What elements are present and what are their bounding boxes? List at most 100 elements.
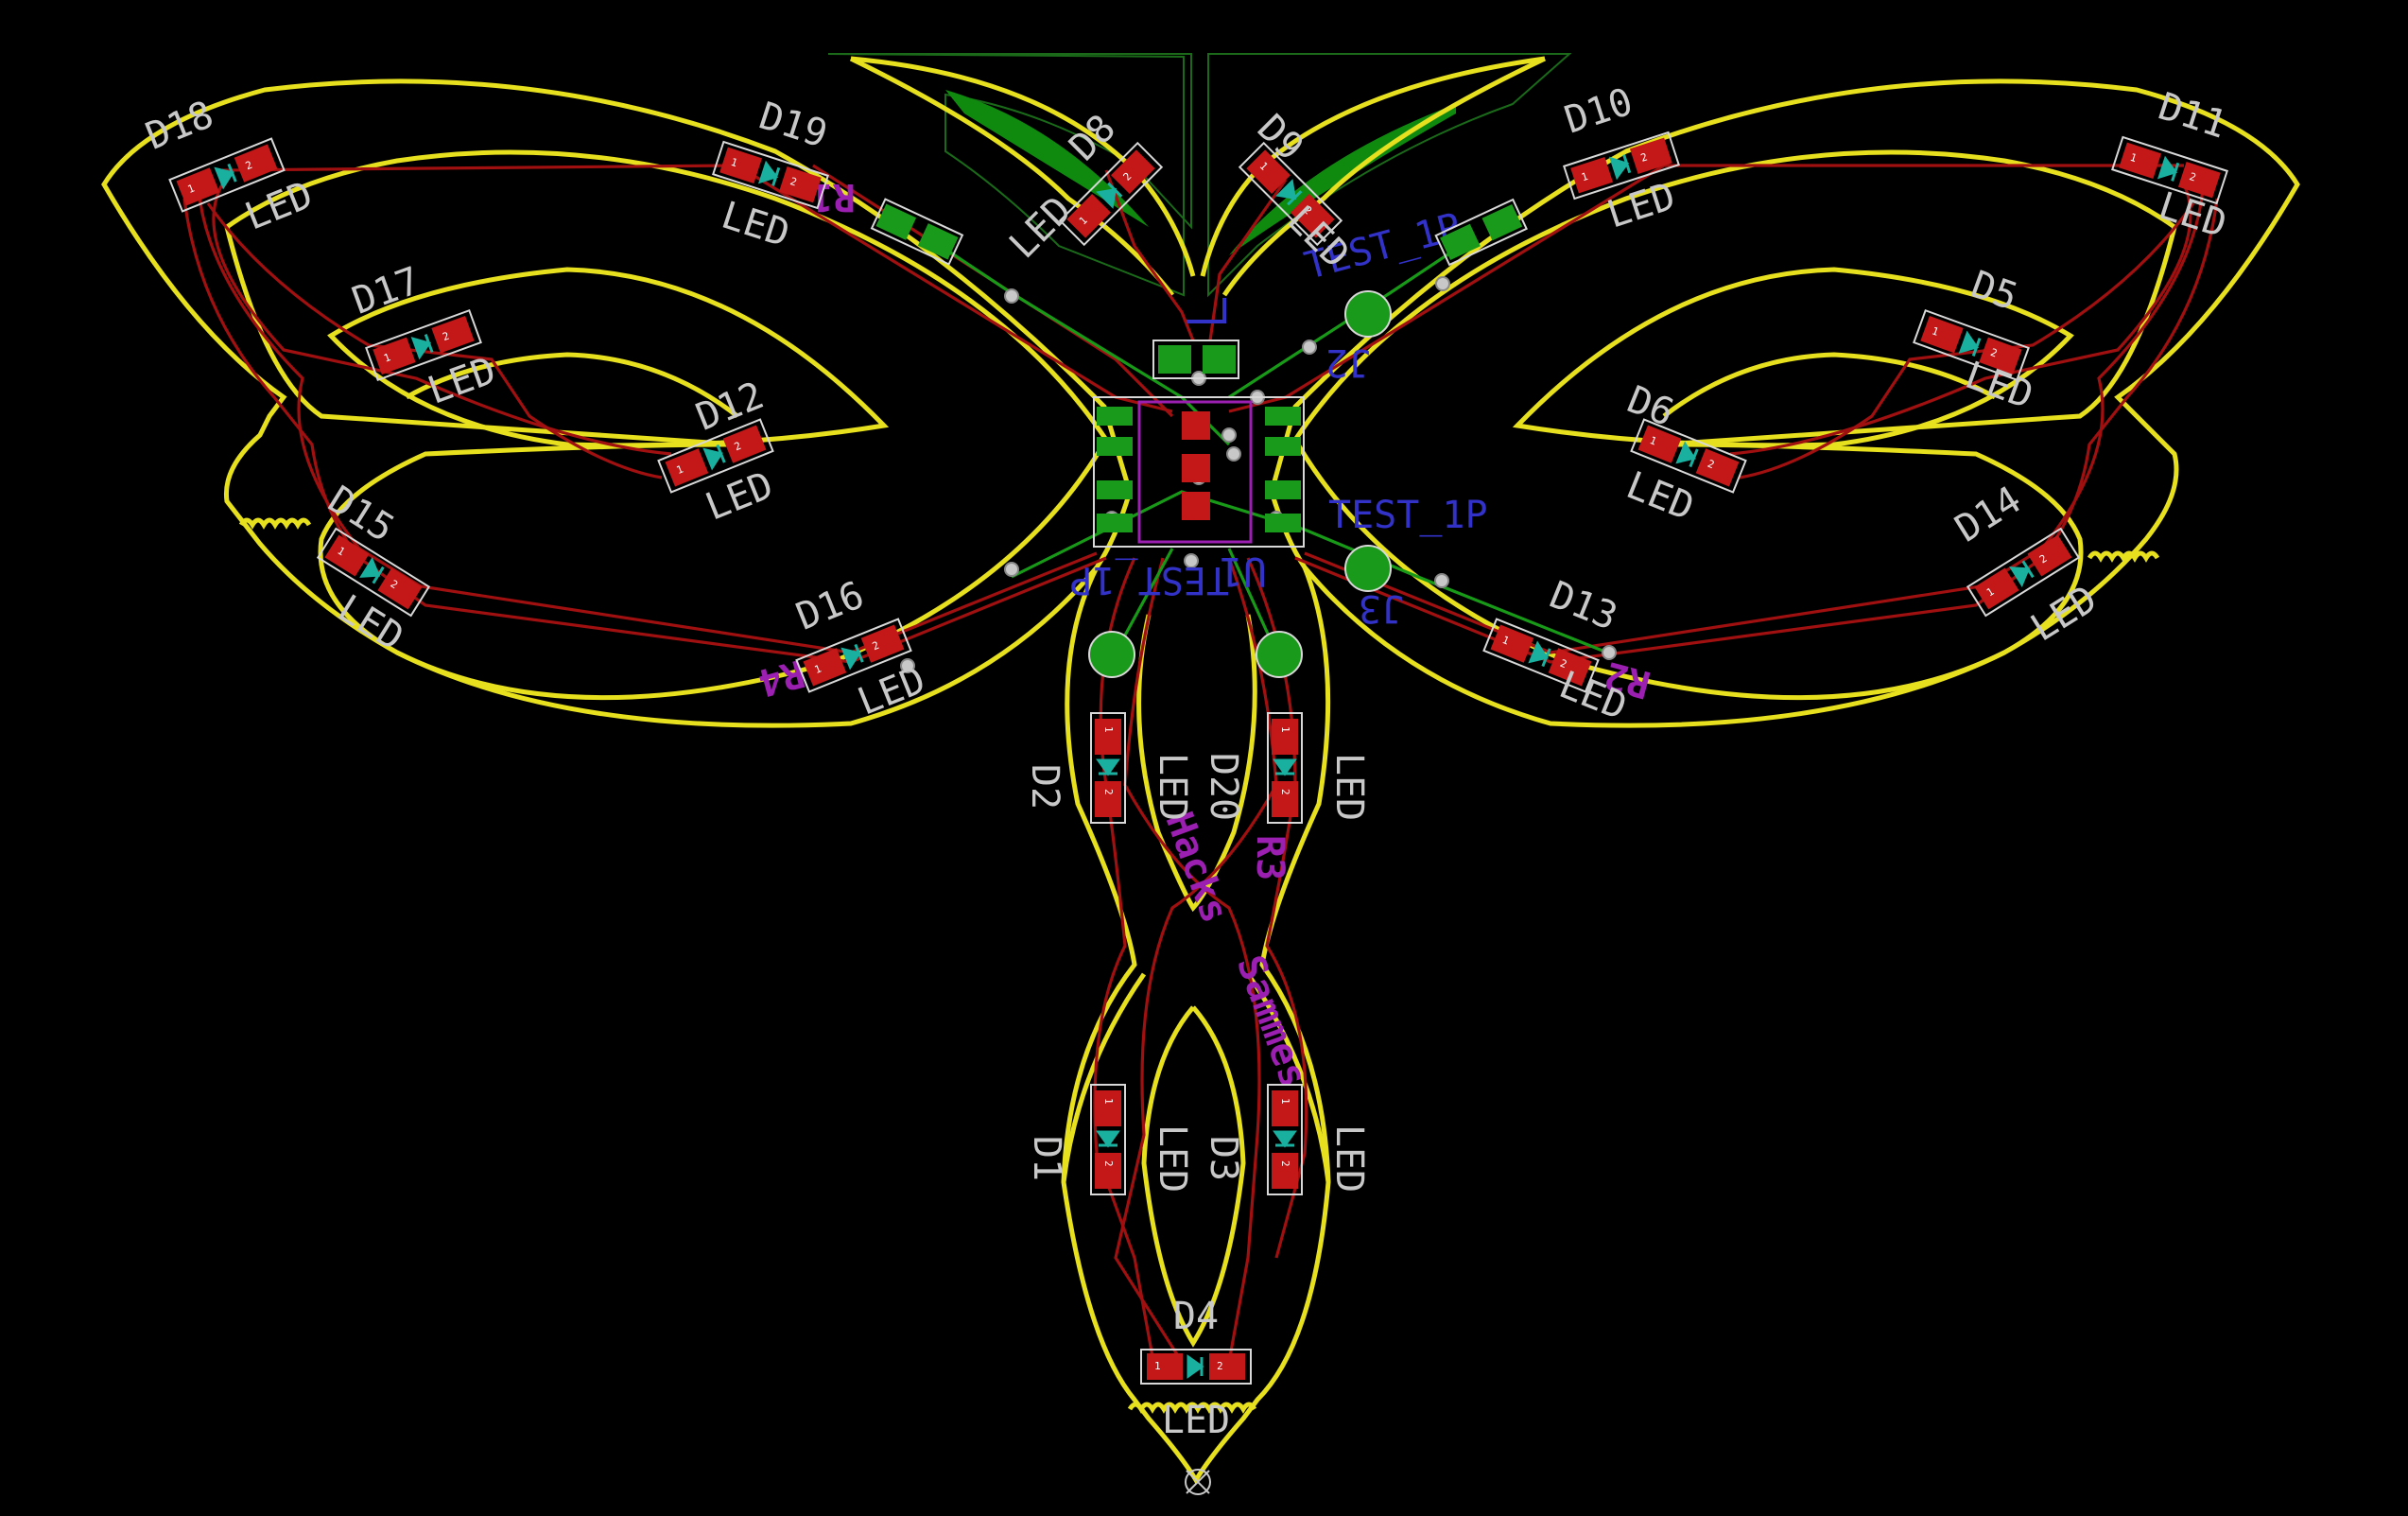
pad-number: 1 (1580, 170, 1589, 183)
pad-2[interactable] (1209, 1353, 1245, 1380)
pad-2[interactable] (1272, 1153, 1298, 1189)
led-ref: D1 (1025, 1136, 1068, 1181)
led-body: 12 (795, 618, 912, 693)
pad-1[interactable] (1974, 567, 2019, 610)
led-ref: D6 (1621, 378, 1680, 436)
pad-2[interactable] (1095, 781, 1121, 817)
board-outline (101, 56, 2300, 1495)
courtyard (1563, 131, 1680, 200)
resistor-r1[interactable]: R1 (810, 175, 964, 266)
pad-2[interactable] (431, 316, 475, 354)
pad-2[interactable] (1979, 337, 2022, 375)
courtyard (2111, 135, 2228, 205)
diode-icon (1608, 154, 1632, 181)
led-value: LED (2023, 577, 2105, 650)
u1-label: U1 (1219, 549, 1267, 595)
pad-number: 1 (1154, 1360, 1161, 1372)
led-value: LED (1327, 753, 1371, 821)
pad-2[interactable] (1695, 448, 1740, 487)
test-point-j2[interactable]: J2 (1325, 290, 1392, 384)
led-d3[interactable]: 12 D3 LED (1202, 1084, 1371, 1195)
pad-1[interactable] (2119, 142, 2162, 179)
pad-1[interactable] (803, 648, 847, 687)
pad-1[interactable] (1095, 1090, 1121, 1126)
pad-1[interactable] (719, 147, 763, 183)
pad-1[interactable] (1095, 719, 1121, 755)
pad-2[interactable] (722, 425, 767, 463)
pad-2[interactable] (234, 144, 278, 183)
front-copper-traces (182, 164, 2219, 1363)
pad-2[interactable] (1291, 194, 1335, 238)
test-point-right[interactable] (1256, 631, 1303, 678)
pad-2[interactable] (2027, 534, 2072, 577)
led-body: 12 (1090, 1084, 1126, 1195)
pad-2[interactable] (1111, 149, 1155, 194)
pad-number: 2 (871, 639, 881, 653)
pad-1[interactable] (1272, 719, 1298, 755)
pad-1[interactable] (1637, 425, 1682, 463)
pad-number: 1 (2128, 151, 2138, 165)
diode-icon (410, 334, 434, 360)
led-body: 12 (1090, 712, 1126, 824)
pad-1[interactable] (1490, 624, 1534, 663)
pad-1[interactable] (1272, 1090, 1298, 1126)
diode-icon (1675, 441, 1699, 468)
pad-number: 1 (1931, 324, 1941, 338)
pad-1[interactable] (176, 167, 220, 206)
resistor-r2-area[interactable] (1434, 198, 1528, 267)
pad-1[interactable] (1147, 1353, 1183, 1380)
pad-2[interactable] (1095, 1153, 1121, 1189)
pad-2[interactable] (1548, 648, 1592, 687)
led-ref: D3 (1202, 1136, 1245, 1181)
led-body: 12 (2111, 135, 2228, 205)
led-ref: D18 (140, 93, 219, 159)
courtyard (1267, 712, 1303, 824)
pad-2[interactable] (778, 166, 822, 203)
led-body: 12 (1267, 1084, 1303, 1195)
pad-1[interactable] (1066, 194, 1111, 238)
pad-2[interactable] (377, 567, 423, 610)
pad-2[interactable] (2177, 162, 2221, 199)
pad-1[interactable] (1246, 149, 1291, 194)
led-ref: D2 (1023, 764, 1066, 810)
pad-2[interactable] (1629, 137, 1672, 174)
led-body: 12 (712, 140, 829, 210)
pad-number: 2 (788, 175, 798, 188)
pad-number: 2 (244, 159, 254, 173)
led-ref: D13 (1544, 573, 1623, 639)
svg-text:J3: J3 (1359, 586, 1404, 630)
led-body: 12 (168, 137, 286, 213)
test-point-j3[interactable]: J3 (1344, 545, 1404, 630)
led-body: 12 (657, 418, 774, 494)
pad-1[interactable] (324, 534, 370, 577)
pad-1[interactable] (665, 448, 709, 487)
pad-1[interactable] (1570, 157, 1614, 194)
led-value: LED (1327, 1124, 1371, 1193)
diode-icon (1528, 640, 1551, 668)
test-label-right: TEST_1P (1328, 494, 1488, 537)
pad-number: 1 (675, 463, 685, 478)
pad-1[interactable] (372, 337, 416, 375)
pad-number: 2 (441, 330, 451, 343)
pad-2[interactable] (1272, 781, 1298, 817)
connector-top[interactable] (1152, 298, 1239, 379)
diode-icon (1275, 179, 1303, 206)
pad-1[interactable] (1920, 316, 1964, 354)
pad-number: 1 (1279, 726, 1291, 733)
mcu-u1[interactable]: U1 (1093, 396, 1305, 595)
pad-number: 2 (1279, 1160, 1291, 1167)
pad-2[interactable] (860, 624, 905, 663)
test-point-left[interactable] (1088, 631, 1135, 678)
